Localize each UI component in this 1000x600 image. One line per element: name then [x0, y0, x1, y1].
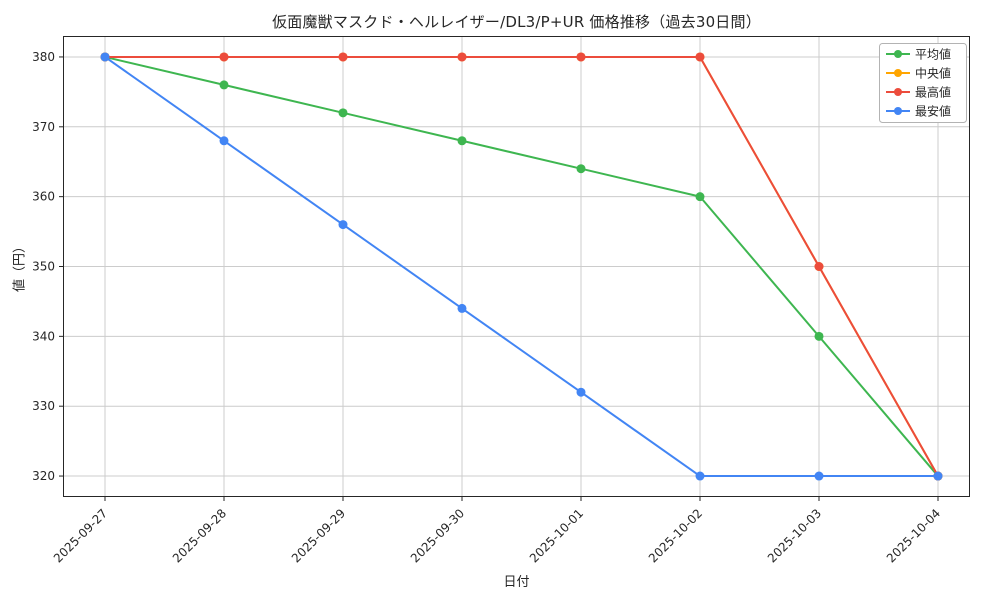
marker-min-0 [100, 52, 110, 62]
legend-marker-max [894, 88, 902, 96]
marker-min-3 [457, 303, 467, 313]
series-max [100, 52, 943, 481]
marker-average-6 [814, 331, 824, 341]
y-tick-label: 380 [32, 50, 55, 64]
legend-entry-median: 中央値 [886, 66, 951, 81]
marker-min-1 [219, 136, 229, 146]
marker-max-2 [338, 52, 348, 62]
series-line-max [105, 55, 939, 477]
marker-average-5 [695, 192, 705, 202]
legend-marker-min [894, 107, 902, 115]
y-tick-label: 320 [32, 469, 55, 483]
marker-min-4 [576, 387, 586, 397]
series-line-min [104, 56, 938, 478]
legend-label-median: 中央値 [915, 66, 951, 81]
marker-min-2 [338, 220, 348, 230]
legend-entry-average: 平均値 [886, 47, 951, 62]
marker-max-6 [814, 262, 824, 271]
chart-title: 仮面魔獣マスクド・ヘルレイザー/DL3/P+UR 価格推移（過去30日間） [272, 13, 761, 31]
marker-min-6 [814, 471, 824, 481]
marker-min-5 [695, 471, 705, 481]
legend-label-max: 最高値 [915, 85, 951, 100]
y-tick-label: 340 [32, 329, 55, 343]
legend-marker-median [894, 69, 902, 77]
marker-max-5 [695, 52, 705, 62]
legend-entry-min: 最安値 [886, 104, 951, 119]
y-tick-label: 350 [32, 260, 55, 274]
marker-average-3 [457, 136, 467, 146]
ticks [59, 56, 939, 501]
series-line-average [104, 55, 939, 477]
marker-max-1 [219, 52, 229, 62]
marker-min-7 [933, 471, 943, 481]
x-axis-label: 日付 [503, 575, 530, 590]
legend-label-min: 最安値 [915, 104, 951, 119]
plot-border [63, 36, 970, 497]
legend-marker-average [894, 50, 902, 58]
y-tick-label: 360 [32, 190, 55, 204]
y-tick-label: 330 [32, 399, 55, 413]
marker-average-4 [576, 164, 586, 174]
series-min [100, 52, 943, 481]
y-axis-label: 値（円） [12, 239, 28, 293]
legend-box [879, 43, 967, 123]
legend-label-average: 平均値 [915, 47, 951, 62]
marker-average-2 [338, 108, 348, 118]
marker-average-1 [219, 80, 229, 90]
legend-entry-max: 最高値 [886, 85, 951, 100]
y-tick-label: 370 [32, 120, 55, 134]
marker-max-4 [576, 52, 586, 62]
marker-max-3 [457, 52, 467, 62]
